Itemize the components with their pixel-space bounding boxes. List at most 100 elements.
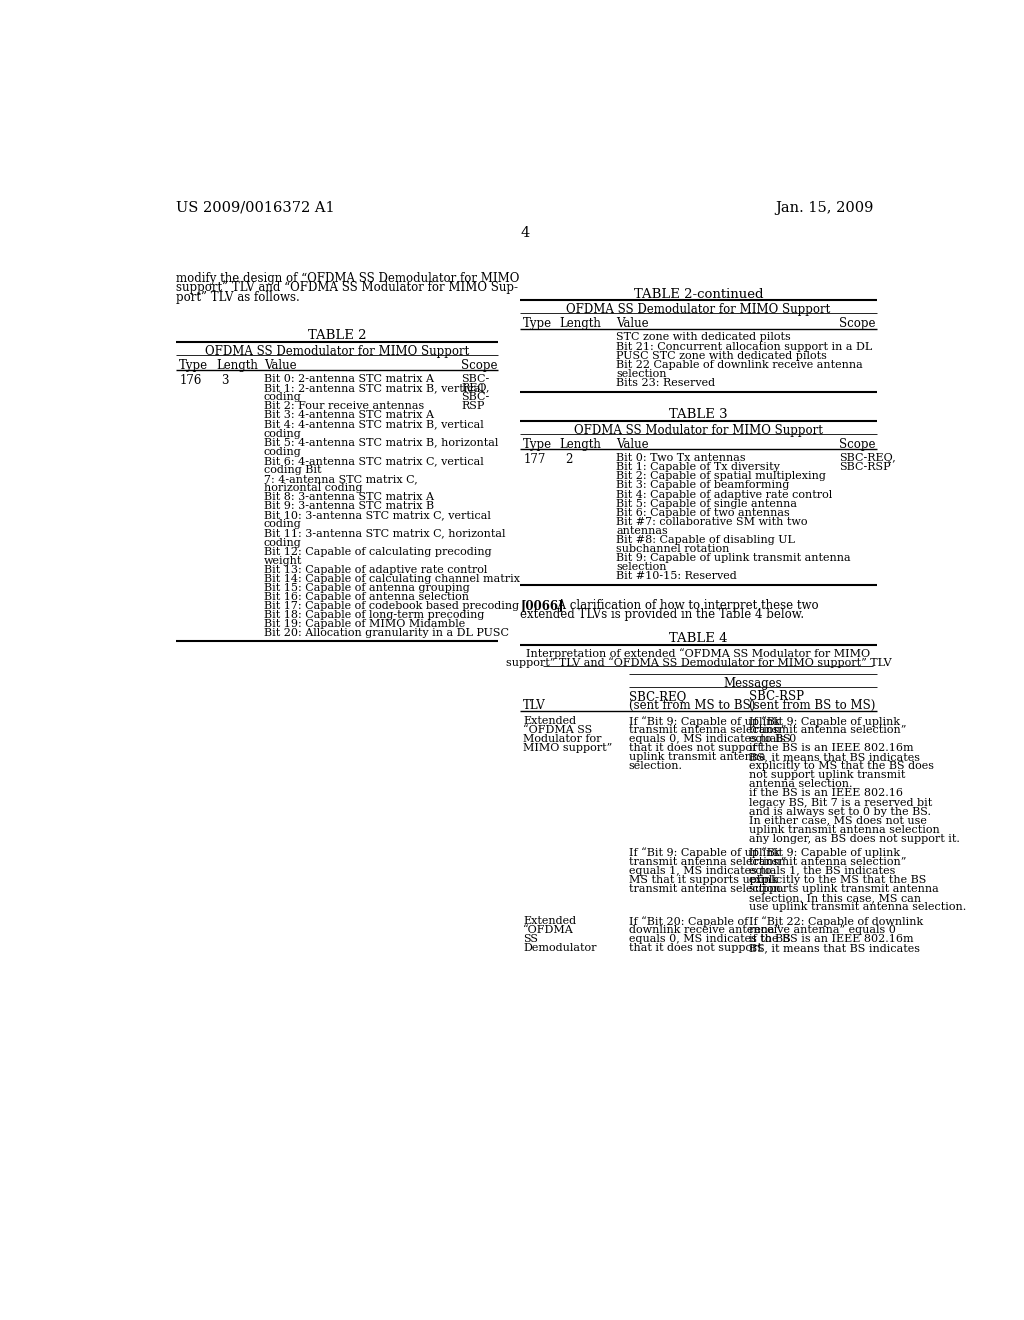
Text: coding: coding <box>263 392 301 403</box>
Text: Bit 15: Capable of antenna grouping: Bit 15: Capable of antenna grouping <box>263 583 469 593</box>
Text: Value: Value <box>263 359 296 372</box>
Text: 7: 4-antenna STC matrix C,: 7: 4-antenna STC matrix C, <box>263 474 418 484</box>
Text: Modulator for: Modulator for <box>523 734 602 744</box>
Text: equals 0, MS indicates to BS: equals 0, MS indicates to BS <box>629 935 791 944</box>
Text: coding Bit: coding Bit <box>263 465 322 475</box>
Text: Bit 5: 4-antenna STC matrix B, horizontal: Bit 5: 4-antenna STC matrix B, horizonta… <box>263 438 498 447</box>
Text: Type: Type <box>523 317 552 330</box>
Text: Bit 19: Capable of MIMO Midamble: Bit 19: Capable of MIMO Midamble <box>263 619 465 630</box>
Text: Bit 4: Capable of adaptive rate control: Bit 4: Capable of adaptive rate control <box>616 490 833 499</box>
Text: Length: Length <box>559 438 601 450</box>
Text: receive antenna” equals 0: receive antenna” equals 0 <box>749 925 896 935</box>
Text: selection: selection <box>616 368 667 379</box>
Text: if the BS is an IEEE 802.16: if the BS is an IEEE 802.16 <box>749 788 903 799</box>
Text: SBC-RSP: SBC-RSP <box>749 690 804 702</box>
Text: TLV: TLV <box>523 700 546 711</box>
Text: any longer, as BS does not support it.: any longer, as BS does not support it. <box>749 834 959 843</box>
Text: Bit 16: Capable of antenna selection: Bit 16: Capable of antenna selection <box>263 593 469 602</box>
Text: TABLE 3: TABLE 3 <box>669 408 728 421</box>
Text: If “Bit 9: Capable of uplink: If “Bit 9: Capable of uplink <box>749 847 900 858</box>
Text: Bit 1: Capable of Tx diversity: Bit 1: Capable of Tx diversity <box>616 462 780 473</box>
Text: 3: 3 <box>221 374 228 387</box>
Text: Demodulator: Demodulator <box>523 942 597 953</box>
Text: Bit 14: Capable of calculating channel matrix: Bit 14: Capable of calculating channel m… <box>263 574 519 583</box>
Text: equals 0, MS indicates to BS: equals 0, MS indicates to BS <box>629 734 791 744</box>
Text: transmit antenna selection”: transmit antenna selection” <box>749 725 906 735</box>
Text: Bit 5: Capable of single antenna: Bit 5: Capable of single antenna <box>616 499 798 508</box>
Text: Jan. 15, 2009: Jan. 15, 2009 <box>775 201 873 215</box>
Text: BS, it means that BS indicates: BS, it means that BS indicates <box>749 752 920 762</box>
Text: Bit 4: 4-antenna STC matrix B, vertical: Bit 4: 4-antenna STC matrix B, vertical <box>263 420 483 429</box>
Text: equals 1, MS indicates to: equals 1, MS indicates to <box>629 866 771 875</box>
Text: OFDMA SS Demodulator for MIMO Support: OFDMA SS Demodulator for MIMO Support <box>566 304 830 317</box>
Text: Bit 6: Capable of two antennas: Bit 6: Capable of two antennas <box>616 508 790 517</box>
Text: TABLE 2-continued: TABLE 2-continued <box>634 288 763 301</box>
Text: explicitly to MS that the BS does: explicitly to MS that the BS does <box>749 762 934 771</box>
Text: support” TLV and “OFDMA SS Demodulator for MIMO support” TLV: support” TLV and “OFDMA SS Demodulator f… <box>506 657 891 668</box>
Text: Bit 0: Two Tx antennas: Bit 0: Two Tx antennas <box>616 453 745 463</box>
Text: selection: selection <box>616 562 667 572</box>
Text: Bit 20: Allocation granularity in a DL PUSC: Bit 20: Allocation granularity in a DL P… <box>263 628 509 639</box>
Text: MS that it supports uplink: MS that it supports uplink <box>629 875 777 884</box>
Text: coding: coding <box>263 537 301 548</box>
Text: Bit 3: 4-antenna STC matrix A: Bit 3: 4-antenna STC matrix A <box>263 411 433 420</box>
Text: extended TLVs is provided in the Table 4 below.: extended TLVs is provided in the Table 4… <box>520 609 804 620</box>
Text: SBC-RSP: SBC-RSP <box>840 462 891 473</box>
Text: Bit 2: Four receive antennas: Bit 2: Four receive antennas <box>263 401 424 412</box>
Text: modify the design of “OFDMA SS Demodulator for MIMO: modify the design of “OFDMA SS Demodulat… <box>176 272 519 285</box>
Text: TABLE 2: TABLE 2 <box>308 330 367 342</box>
Text: OFDMA SS Demodulator for MIMO Support: OFDMA SS Demodulator for MIMO Support <box>205 345 469 358</box>
Text: support” TLV and “OFDMA SS Modulator for MIMO Sup-: support” TLV and “OFDMA SS Modulator for… <box>176 281 518 294</box>
Text: not support uplink transmit: not support uplink transmit <box>749 771 905 780</box>
Text: Bit 2: Capable of spatial multiplexing: Bit 2: Capable of spatial multiplexing <box>616 471 826 482</box>
Text: Bit 22 Capable of downlink receive antenna: Bit 22 Capable of downlink receive anten… <box>616 359 863 370</box>
Text: legacy BS, Bit 7 is a reserved bit: legacy BS, Bit 7 is a reserved bit <box>749 797 932 808</box>
Text: that it does not support: that it does not support <box>629 942 762 953</box>
Text: Type: Type <box>179 359 208 372</box>
Text: If “Bit 9: Capable of uplink: If “Bit 9: Capable of uplink <box>629 715 779 726</box>
Text: Scope: Scope <box>840 438 876 450</box>
Text: SBC-: SBC- <box>461 374 489 384</box>
Text: Bit 11: 3-antenna STC matrix C, horizontal: Bit 11: 3-antenna STC matrix C, horizont… <box>263 528 505 539</box>
Text: Bit 3: Capable of beamforming: Bit 3: Capable of beamforming <box>616 480 790 491</box>
Text: BS, it means that BS indicates: BS, it means that BS indicates <box>749 942 920 953</box>
Text: if the BS is an IEEE 802.16m: if the BS is an IEEE 802.16m <box>749 743 913 752</box>
Text: transmit antenna selection.: transmit antenna selection. <box>629 884 784 894</box>
Text: that it does not support: that it does not support <box>629 743 762 752</box>
Text: explicitly to the MS that the BS: explicitly to the MS that the BS <box>749 875 926 884</box>
Text: If “Bit 22: Capable of downlink: If “Bit 22: Capable of downlink <box>749 916 923 927</box>
Text: SBC-: SBC- <box>461 392 489 403</box>
Text: 177: 177 <box>523 453 546 466</box>
Text: selection.: selection. <box>629 762 683 771</box>
Text: US 2009/0016372 A1: US 2009/0016372 A1 <box>176 201 335 215</box>
Text: transmit antenna selection”: transmit antenna selection” <box>629 725 786 735</box>
Text: Scope: Scope <box>461 359 498 372</box>
Text: Extended: Extended <box>523 916 577 925</box>
Text: Bit 17: Capable of codebook based precoding: Bit 17: Capable of codebook based precod… <box>263 601 519 611</box>
Text: OFDMA SS Modulator for MIMO Support: OFDMA SS Modulator for MIMO Support <box>574 424 823 437</box>
Text: use uplink transmit antenna selection.: use uplink transmit antenna selection. <box>749 902 966 912</box>
Text: and is always set to 0 by the BS.: and is always set to 0 by the BS. <box>749 807 931 817</box>
Text: Bit 9: 3-antenna STC matrix B: Bit 9: 3-antenna STC matrix B <box>263 502 434 511</box>
Text: horizontal coding: horizontal coding <box>263 483 362 494</box>
Text: coding: coding <box>263 446 301 457</box>
Text: Bit 6: 4-antenna STC matrix C, vertical: Bit 6: 4-antenna STC matrix C, vertical <box>263 455 483 466</box>
Text: subchannel rotation: subchannel rotation <box>616 544 730 554</box>
Text: 176: 176 <box>179 374 202 387</box>
Text: (sent from MS to BS): (sent from MS to BS) <box>629 700 755 711</box>
Text: coding: coding <box>263 519 301 529</box>
Text: SBC-REQ: SBC-REQ <box>629 690 686 702</box>
Text: If “Bit 20: Capable of: If “Bit 20: Capable of <box>629 916 748 927</box>
Text: transmit antenna selection”: transmit antenna selection” <box>749 857 906 867</box>
Text: SBC-REQ,: SBC-REQ, <box>840 453 896 463</box>
Text: equals 1, the BS indicates: equals 1, the BS indicates <box>749 866 895 875</box>
Text: 2: 2 <box>565 453 572 466</box>
Text: RSP: RSP <box>461 401 484 412</box>
Text: A clarification of how to interpret these two: A clarification of how to interpret thes… <box>550 599 818 612</box>
Text: MIMO support”: MIMO support” <box>523 743 612 752</box>
Text: If “Bit 9: Capable of uplink: If “Bit 9: Capable of uplink <box>749 715 900 726</box>
Text: Bit 0: 2-antenna STC matrix A: Bit 0: 2-antenna STC matrix A <box>263 374 433 384</box>
Text: transmit antenna selection”: transmit antenna selection” <box>629 857 786 867</box>
Text: supports uplink transmit antenna: supports uplink transmit antenna <box>749 884 939 894</box>
Text: if the BS is an IEEE 802.16m: if the BS is an IEEE 802.16m <box>749 935 913 944</box>
